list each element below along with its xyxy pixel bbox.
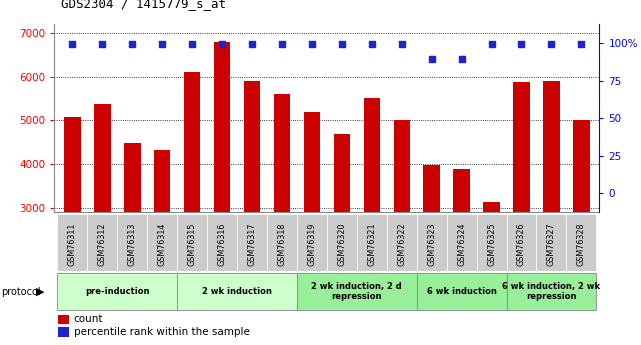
Text: GDS2304 / 1415779_s_at: GDS2304 / 1415779_s_at [61, 0, 226, 10]
Bar [453, 169, 470, 339]
Bar [64, 117, 81, 339]
Bar [184, 72, 201, 339]
Bar [58, 214, 87, 271]
Text: GSM76313: GSM76313 [128, 223, 137, 266]
Point [217, 42, 228, 47]
Text: GSM76312: GSM76312 [98, 223, 107, 266]
Bar [477, 214, 506, 271]
Text: GSM76320: GSM76320 [337, 223, 346, 266]
Bar [177, 273, 297, 310]
Bar [394, 120, 410, 339]
Bar [357, 214, 387, 271]
Text: protocol: protocol [1, 287, 41, 296]
Bar [94, 104, 111, 339]
Text: pre-induction: pre-induction [85, 287, 149, 296]
Bar [274, 94, 290, 339]
Text: GSM76319: GSM76319 [308, 223, 317, 266]
Text: GSM76311: GSM76311 [68, 223, 77, 266]
Point [576, 42, 587, 47]
Text: ▶: ▶ [35, 287, 44, 296]
Bar [304, 112, 320, 339]
Point [337, 42, 347, 47]
Bar [58, 273, 177, 310]
Point [127, 42, 137, 47]
Text: GSM76322: GSM76322 [397, 223, 406, 266]
Text: percentile rank within the sample: percentile rank within the sample [74, 327, 249, 337]
Point [546, 42, 556, 47]
Text: 6 wk induction, 2 wk
repression: 6 wk induction, 2 wk repression [503, 282, 601, 301]
Text: GSM76323: GSM76323 [427, 223, 436, 266]
Bar [573, 120, 590, 339]
Bar [543, 81, 560, 339]
Bar [207, 214, 237, 271]
Bar [244, 81, 260, 339]
Bar [267, 214, 297, 271]
Bar [154, 150, 171, 339]
Point [456, 57, 467, 62]
Bar [87, 214, 117, 271]
Point [397, 42, 407, 47]
Bar [297, 273, 417, 310]
Point [487, 42, 497, 47]
Text: GSM76314: GSM76314 [158, 223, 167, 266]
Bar [417, 214, 447, 271]
Point [157, 42, 167, 47]
Text: GSM76316: GSM76316 [218, 223, 227, 266]
Point [67, 42, 78, 47]
Bar [567, 214, 596, 271]
Bar [506, 273, 596, 310]
Bar [297, 214, 327, 271]
Text: GSM76328: GSM76328 [577, 223, 586, 266]
Text: GSM76326: GSM76326 [517, 223, 526, 266]
Text: GSM76321: GSM76321 [367, 223, 376, 266]
Text: GSM76315: GSM76315 [188, 223, 197, 266]
Bar [447, 214, 477, 271]
Bar [483, 202, 500, 339]
Bar [124, 143, 140, 339]
Point [307, 42, 317, 47]
Bar [537, 214, 567, 271]
Point [517, 42, 527, 47]
Bar [117, 214, 147, 271]
Bar [147, 214, 177, 271]
Bar [506, 214, 537, 271]
Bar [214, 42, 230, 339]
Bar [513, 82, 529, 339]
Bar [177, 214, 207, 271]
Point [247, 42, 257, 47]
Point [367, 42, 377, 47]
Point [277, 42, 287, 47]
Text: GSM76317: GSM76317 [247, 223, 256, 266]
Text: 2 wk induction: 2 wk induction [202, 287, 272, 296]
Text: 2 wk induction, 2 d
repression: 2 wk induction, 2 d repression [312, 282, 402, 301]
Bar [237, 214, 267, 271]
Text: 6 wk induction: 6 wk induction [427, 287, 497, 296]
Bar [417, 273, 506, 310]
Bar [334, 134, 350, 339]
Bar [424, 165, 440, 339]
Point [187, 42, 197, 47]
Text: GSM76327: GSM76327 [547, 223, 556, 266]
Text: GSM76325: GSM76325 [487, 223, 496, 266]
Text: GSM76318: GSM76318 [278, 223, 287, 266]
Bar [363, 98, 380, 339]
Bar [327, 214, 357, 271]
Point [97, 42, 108, 47]
Point [426, 57, 437, 62]
Text: count: count [74, 315, 103, 324]
Bar [387, 214, 417, 271]
Text: GSM76324: GSM76324 [457, 223, 466, 266]
